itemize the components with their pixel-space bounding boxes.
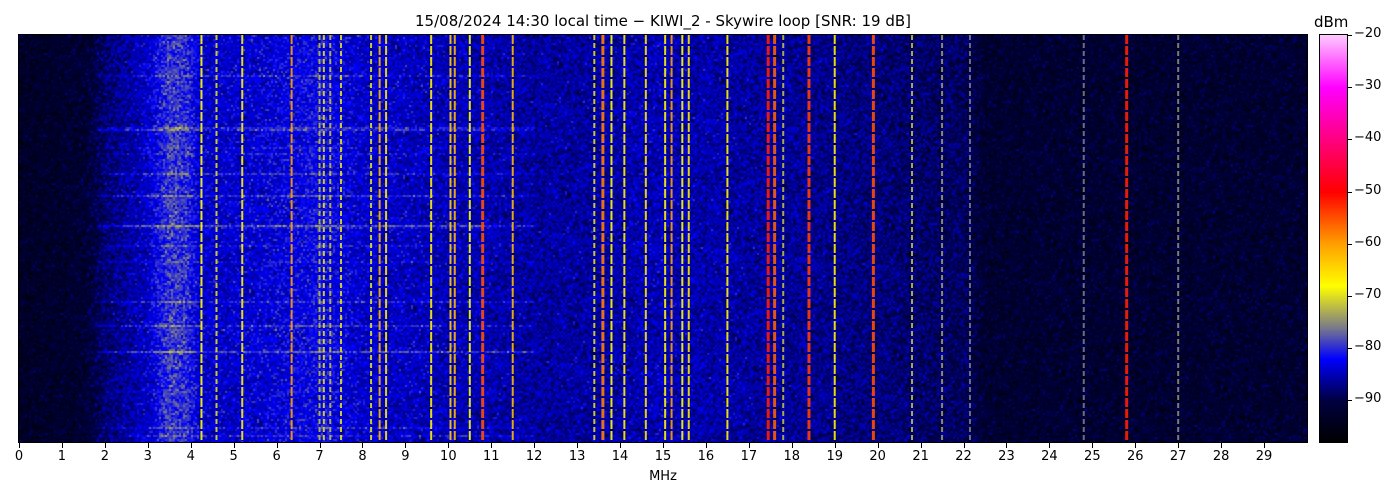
x-tick (19, 443, 20, 448)
signal-layer (200, 35, 1180, 442)
colorbar-label: dBm (1314, 13, 1349, 31)
x-tick (276, 443, 278, 448)
x-tick-label: 11 (482, 449, 500, 464)
x-tick-label: 28 (1212, 449, 1230, 464)
noise-floor-heatmap (19, 35, 1307, 442)
x-tick (620, 443, 622, 448)
x-tick-label: 13 (568, 449, 586, 464)
x-tick-label: 23 (998, 449, 1015, 464)
x-tick (448, 443, 450, 448)
x-tick (1092, 443, 1094, 448)
colorbar-tick (1347, 348, 1352, 350)
x-tick-label: 12 (525, 449, 543, 464)
x-tick (534, 443, 536, 448)
x-tick (1049, 443, 1051, 448)
x-tick-label: 14 (611, 449, 629, 464)
x-tick (233, 443, 235, 448)
x-tick-label: 3 (143, 449, 152, 464)
x-tick-label: 4 (186, 449, 195, 464)
x-tick-label: 2 (100, 449, 109, 464)
colorbar-tick (1347, 400, 1352, 402)
x-tick (705, 443, 707, 448)
x-tick-label: 26 (1126, 449, 1144, 464)
colorbar-tick (1347, 191, 1352, 193)
colorbar-tick (1347, 295, 1352, 297)
colorbar-tick-label: −80 (1354, 339, 1382, 355)
plot-area (18, 34, 1308, 443)
x-tick-label: 9 (401, 449, 410, 464)
x-tick-label: 5 (229, 449, 238, 464)
x-tick (748, 443, 750, 448)
x-tick-label: 20 (869, 449, 886, 464)
colorbar-tick (1347, 87, 1352, 89)
x-tick (920, 443, 922, 448)
colorbar-tick-label: −20 (1354, 26, 1382, 41)
x-tick-label: 27 (1169, 449, 1187, 464)
x-tick (1264, 443, 1266, 448)
x-tick-label: 8 (358, 449, 367, 464)
x-tick-label: 17 (740, 449, 758, 464)
x-tick (791, 443, 793, 448)
x-tick-label: 18 (783, 449, 801, 464)
colorbar-tick-label: −40 (1354, 130, 1382, 146)
x-tick (190, 443, 192, 448)
x-tick-label: 19 (826, 449, 843, 464)
x-tick-label: 10 (440, 449, 457, 464)
colorbar-tick-label: −90 (1354, 391, 1382, 407)
colorbar (1319, 34, 1348, 443)
colorbar-tick (1347, 35, 1352, 36)
x-tick-label: 7 (315, 449, 324, 464)
chart-title: 15/08/2024 14:30 local time − KIWI_2 - S… (415, 12, 911, 30)
x-tick (1135, 443, 1137, 448)
x-tick (834, 443, 836, 448)
x-tick (663, 443, 664, 448)
x-tick (1178, 443, 1180, 448)
x-tick (1006, 443, 1008, 448)
x-tick (491, 443, 493, 448)
colorbar-tick-label: −60 (1354, 234, 1382, 250)
x-tick (104, 443, 106, 448)
x-tick (319, 443, 321, 448)
x-tick-label: 24 (1041, 449, 1058, 464)
x-tick (877, 443, 879, 448)
x-tick-label: 29 (1255, 449, 1273, 464)
x-tick (577, 443, 579, 448)
x-tick-label: 0 (14, 449, 24, 464)
x-tick-label: 25 (1084, 449, 1101, 464)
x-tick (963, 443, 965, 448)
colorbar-tick (1347, 139, 1352, 141)
x-tick-label: 16 (697, 449, 715, 464)
x-tick-label: 15 (654, 449, 672, 464)
x-tick (147, 443, 149, 448)
x-tick-label: 6 (272, 449, 281, 464)
colorbar-tick-label: −50 (1354, 182, 1382, 198)
colorbar-tick-label: −70 (1354, 286, 1382, 302)
colorbar-tick-label: −30 (1354, 78, 1382, 94)
x-tick (61, 443, 63, 448)
x-tick (362, 443, 364, 448)
x-axis-label: MHz (649, 469, 677, 484)
x-tick-label: 21 (912, 449, 929, 464)
x-tick-label: 1 (57, 449, 67, 464)
colorbar-tick (1347, 243, 1352, 245)
x-tick (1221, 443, 1223, 448)
x-tick (405, 443, 407, 448)
x-tick-label: 22 (955, 449, 972, 464)
